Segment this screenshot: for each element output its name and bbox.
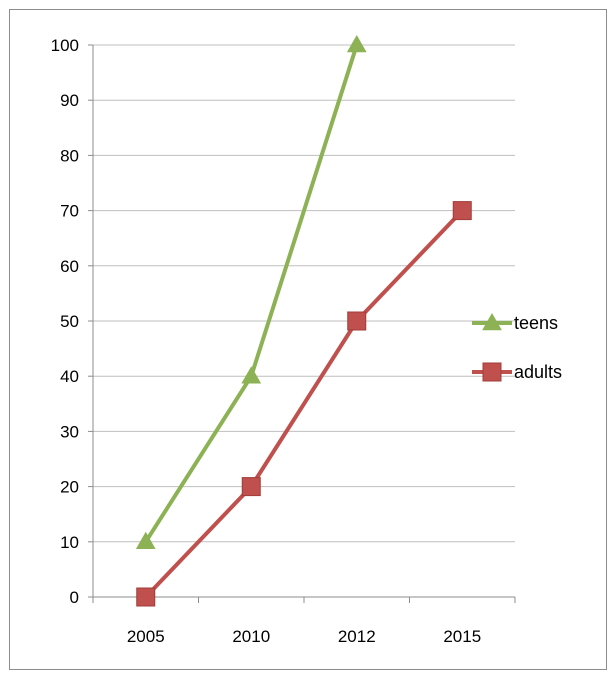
y-tick-label: 40 <box>60 367 79 386</box>
y-tick-label: 10 <box>60 533 79 552</box>
series-markers <box>135 34 472 607</box>
legend-swatch-marker <box>482 362 502 382</box>
y-tick-label: 90 <box>60 91 79 110</box>
y-tick-label: 20 <box>60 478 79 497</box>
y-tick-label: 50 <box>60 312 79 331</box>
series-line-teens <box>143 43 359 544</box>
legend: teens adults <box>472 312 562 382</box>
x-tick-label: 2010 <box>232 627 270 646</box>
data-point-adults <box>241 477 261 497</box>
data-point-adults <box>347 311 367 331</box>
data-point-teens <box>241 366 262 384</box>
y-tick-label: 60 <box>60 257 79 276</box>
legend-item-teens: teens <box>472 312 558 333</box>
series-line-adults <box>143 208 465 599</box>
y-tick-label: 0 <box>70 588 79 607</box>
legend-swatch-marker <box>482 312 502 331</box>
x-tick-label: 2015 <box>443 627 481 646</box>
legend-label: adults <box>514 362 562 382</box>
gridlines <box>93 44 515 543</box>
x-tick-label: 2012 <box>338 627 376 646</box>
data-point-adults <box>136 587 156 607</box>
chart-frame <box>9 9 607 670</box>
y-tick-label: 70 <box>60 202 79 221</box>
data-point-adults <box>452 201 472 221</box>
axes: 0 10 20 30 40 50 60 70 80 90 100 2005 2010 2012 2015 <box>51 36 516 646</box>
legend-item-adults: adults <box>472 362 562 382</box>
legend-label: teens <box>514 313 558 333</box>
data-point-teens <box>135 531 156 550</box>
y-tick-label: 100 <box>51 36 79 55</box>
data-point-teens <box>346 34 367 53</box>
x-tick-label: 2005 <box>127 627 165 646</box>
y-tick-label: 30 <box>60 422 79 441</box>
y-tick-label: 80 <box>60 146 79 165</box>
